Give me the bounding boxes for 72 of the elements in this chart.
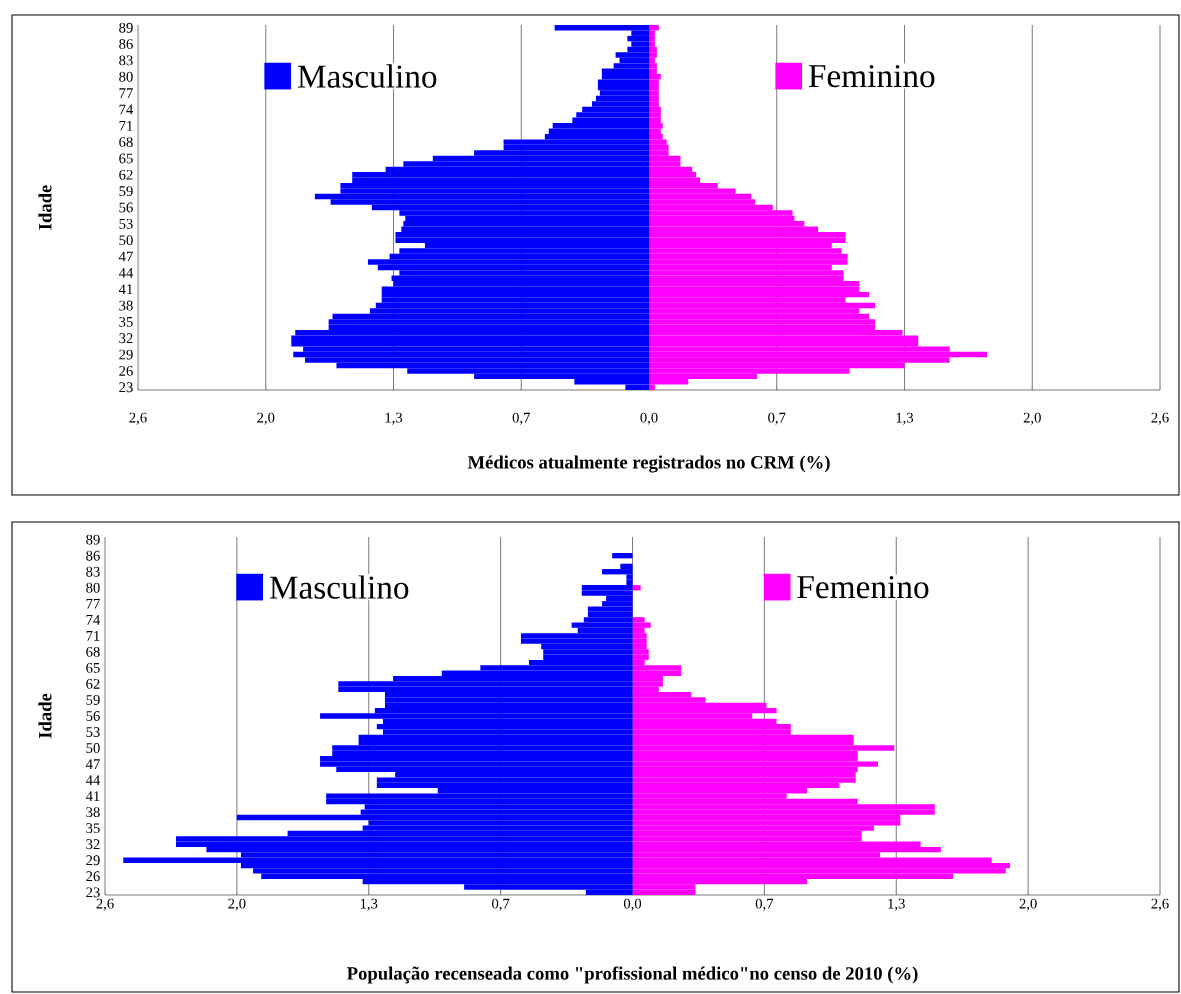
y-tick-label: 53 [86, 727, 100, 737]
legend-label: Masculino [297, 64, 437, 88]
y-tick-label: 86 [119, 39, 133, 50]
x-tick-label: 0,7 [512, 412, 530, 425]
legend-label: Masculino [269, 575, 409, 599]
y-tick-label: 47 [85, 759, 100, 769]
x-tick-label: 0,7 [768, 412, 786, 425]
y-tick-label: 44 [118, 268, 134, 278]
x-tick-label: 2,0 [257, 412, 275, 425]
y-tick-label: 65 [86, 662, 100, 673]
x-tick-label: 2,6 [1151, 412, 1169, 425]
x-tick-label: 1,3 [360, 898, 378, 911]
x-tick-label: 1,3 [385, 412, 403, 425]
y-tick-label: 77 [119, 88, 133, 98]
x-tick-label: 2,6 [129, 412, 147, 425]
x-axis-title: Médicos atualmente registrados no CRM (%) [467, 455, 830, 473]
y-tick-label: 38 [119, 300, 133, 311]
y-tick-label: 32 [86, 839, 100, 850]
y-tick-label: 71 [119, 120, 133, 131]
y-tick-label: 68 [119, 137, 133, 148]
y-tick-label: 53 [119, 218, 133, 229]
y-tick-label: 65 [119, 153, 133, 164]
x-tick-label: 0,7 [492, 898, 510, 911]
y-tick-label: 56 [119, 202, 133, 213]
y-tick-label: 35 [86, 823, 100, 834]
y-tick-label: 80 [86, 582, 100, 593]
y-tick-label: 29 [86, 855, 100, 866]
y-tick-label: 89 [86, 534, 100, 545]
y-tick-label: 35 [119, 316, 133, 327]
y-tick-label: 50 [86, 743, 100, 753]
y-tick-label: 86 [86, 550, 100, 561]
y-tick-label: 74 [86, 614, 101, 625]
y-tick-label: 41 [85, 791, 100, 801]
y-tick-label: 59 [86, 695, 100, 705]
y-tick-label: 38 [86, 807, 100, 818]
x-tick-label: 0,0 [623, 898, 642, 911]
legend-label: Feminino [808, 64, 935, 88]
y-tick-label: 74 [119, 104, 134, 115]
x-axis-title: População recenseada como "profissional médico"no censo de 2010 (%) [346, 966, 918, 984]
y-tick-label: 44 [85, 775, 101, 785]
y-tick-label: 77 [86, 598, 100, 609]
y-tick-label: 26 [86, 871, 100, 882]
y-tick-label: 68 [86, 646, 100, 657]
y-axis-title: Idade [38, 185, 52, 230]
y-tick-label: 59 [119, 186, 133, 197]
x-tick-label: 0,7 [755, 898, 774, 911]
y-tick-label: 62 [86, 679, 100, 689]
y-tick-label: 26 [119, 366, 133, 376]
y-tick-label: 41 [118, 284, 133, 295]
y-tick-label: 89 [119, 22, 133, 33]
y-tick-label: 56 [86, 711, 100, 721]
x-tick-label: 1,3 [896, 412, 914, 425]
x-tick-label: 2,0 [228, 898, 246, 911]
y-tick-label: 23 [119, 382, 133, 393]
y-tick-label: 23 [86, 887, 100, 898]
y-axis-title: Idade [38, 693, 52, 739]
y-tick-label: 47 [118, 251, 133, 262]
y-tick-label: 83 [119, 55, 133, 66]
y-tick-label: 32 [119, 333, 133, 344]
x-tick-label: 2,6 [1151, 898, 1169, 911]
y-tick-label: 83 [86, 566, 100, 577]
y-tick-label: 62 [119, 169, 133, 180]
y-tick-label: 29 [119, 349, 133, 360]
x-tick-label: 2,6 [96, 898, 114, 911]
x-tick-label: 1,3 [888, 898, 905, 911]
y-tick-label: 50 [119, 235, 133, 246]
y-tick-label: 71 [86, 631, 100, 641]
y-tick-label: 80 [119, 71, 133, 82]
x-tick-label: 2,0 [1023, 412, 1041, 425]
x-tick-label: 0,0 [640, 412, 658, 425]
x-tick-label: 2,0 [1019, 898, 1037, 911]
legend-label: Femenino [797, 575, 929, 599]
